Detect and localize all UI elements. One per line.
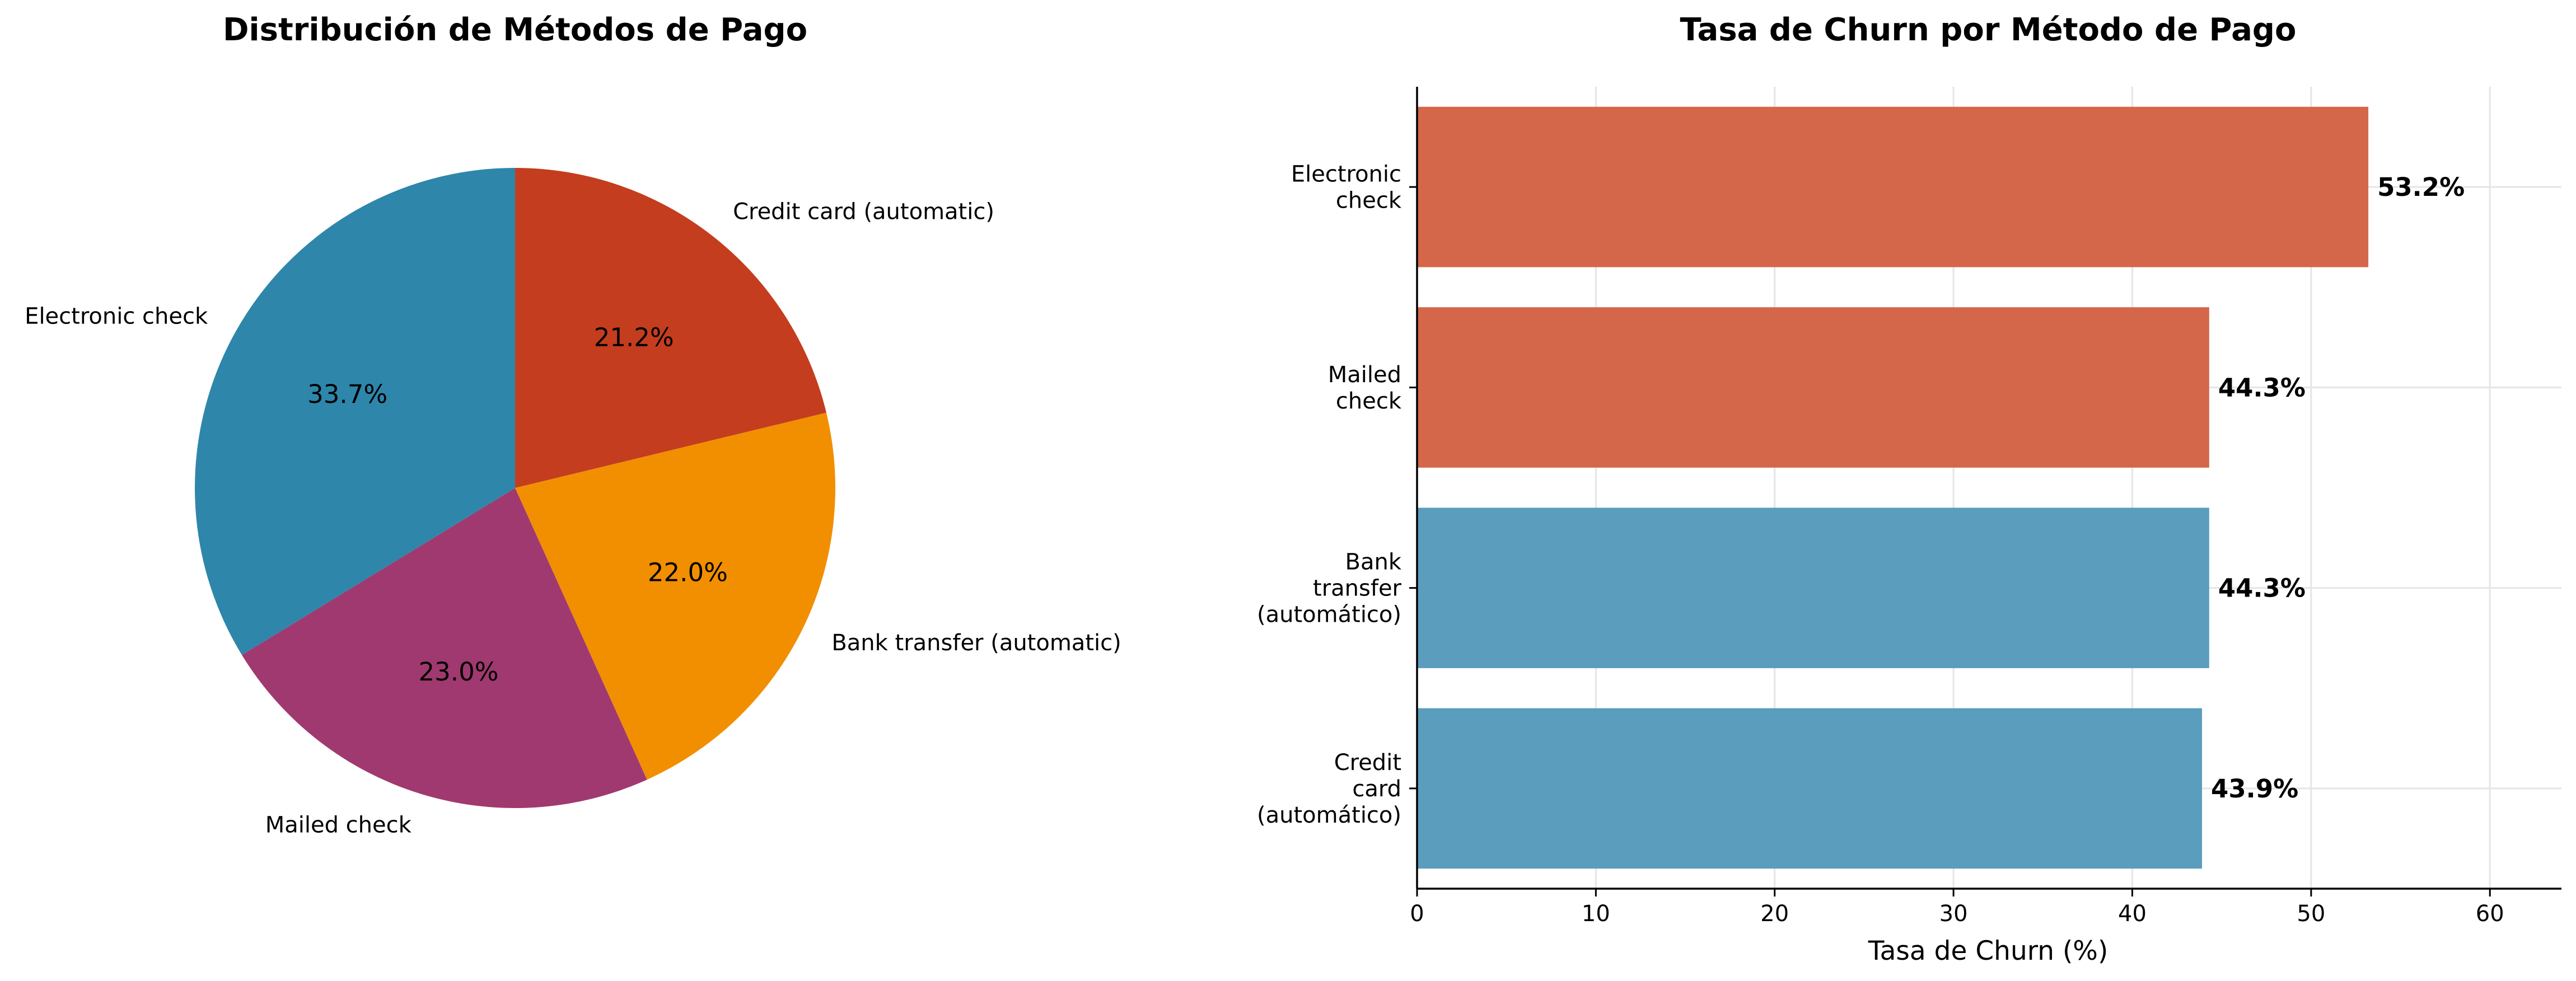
pie-slice-bank-transfer-automatic (515, 412, 835, 780)
pie-chart-panel: Distribución de Métodos de Pago 21.2% Cre… (25, 12, 1121, 838)
pie-slice-label: Bank transfer (automatic) (831, 630, 1121, 656)
bar-y-ticks: Electronic check Mailed check Bank transfer (a… (1257, 162, 1417, 828)
bar-value-labels: 53.2% 44.3% 44.3% 43.9% (2211, 172, 2465, 804)
x-tick-label: 40 (2118, 901, 2147, 927)
x-tick-label: 50 (2297, 901, 2325, 927)
pie-labels: 21.2% Credit card (automatic) 22.0% Bank tr… (25, 199, 1121, 838)
pie-slices (194, 168, 835, 808)
bar-chart-title: Tasa de Churn por Método de Pago (1680, 12, 2297, 48)
y-tick-label: Electronic check (1291, 162, 1402, 214)
pie-pct-label: 23.0% (419, 657, 499, 687)
y-tick-label: Credit card (automático) (1257, 750, 1401, 828)
bar-value-label: 44.3% (2218, 373, 2306, 402)
bar-mailed-check (1417, 307, 2209, 468)
pie-pct-label: 21.2% (594, 322, 674, 352)
x-tick-label: 30 (1939, 901, 1968, 927)
pie-slice-label: Credit card (automatic) (733, 199, 994, 225)
x-tick-label: 0 (1410, 901, 1424, 927)
x-tick-label: 20 (1760, 901, 1789, 927)
pie-slice-mailed-check (241, 488, 647, 808)
bar-x-ticks: 0 10 20 30 40 50 60 (1410, 889, 2504, 927)
y-tick-label: Bank transfer (automático) (1257, 550, 1402, 628)
pie-pct-label: 22.0% (648, 558, 728, 588)
x-tick-label: 60 (2476, 901, 2504, 927)
pie-pct-label: 33.7% (307, 379, 387, 409)
bar-value-label: 43.9% (2211, 774, 2298, 804)
pie-slice-label: Mailed check (265, 812, 412, 838)
bar-axes (1416, 87, 2561, 890)
bar-value-label: 53.2% (2377, 172, 2465, 202)
bar-chart-panel: Tasa de Churn por Método de Pago 0 10 20 30… (1257, 12, 2561, 966)
pie-chart-title: Distribución de Métodos de Pago (223, 12, 807, 48)
pie-slice-label: Electronic check (25, 303, 208, 329)
pie-slice-credit-card-automatic (515, 168, 826, 488)
bar-x-axis-label: Tasa de Churn (%) (1868, 936, 2109, 966)
pie-slice-electronic-check (194, 168, 515, 655)
y-tick-label: Mailed check (1328, 362, 1402, 414)
bar-credit-card-autom-tico (1417, 708, 2203, 869)
bar-value-label: 44.3% (2218, 574, 2306, 603)
x-tick-label: 10 (1582, 901, 1610, 927)
bar-bars (1417, 106, 2369, 869)
bar-bank-transfer-autom-tico (1417, 508, 2209, 668)
bar-electronic-check (1417, 106, 2369, 267)
